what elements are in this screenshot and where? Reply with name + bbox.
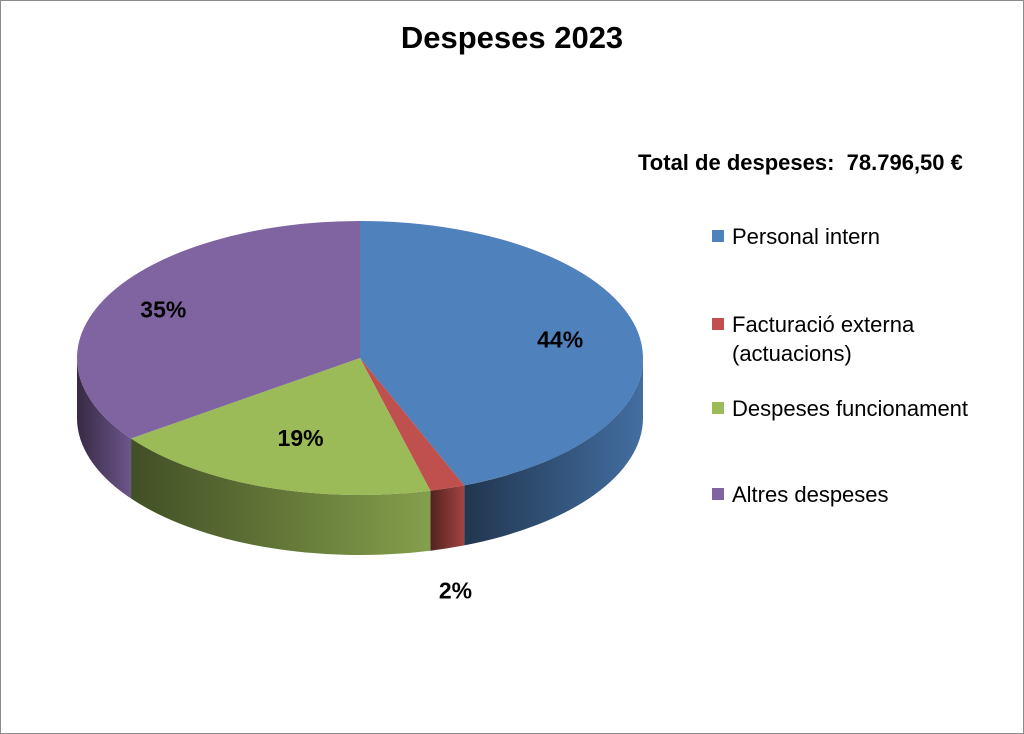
legend-swatch	[712, 402, 724, 414]
data-label-despeses-funcionament: 19%	[278, 425, 324, 451]
data-label-personal-intern: 44%	[537, 327, 583, 353]
pie-side-altres-despeses	[77, 358, 132, 499]
data-label-altres-despeses: 35%	[140, 296, 186, 322]
legend-label: Despeses funcionament	[732, 396, 969, 421]
legend-label: Facturació externa (actuacions)	[732, 312, 915, 366]
pie-side-personal-intern	[464, 358, 643, 546]
legend-label: Altres despeses	[732, 482, 889, 507]
pie-slice-despeses-funcionament	[131, 358, 431, 495]
pie-slice-facturacio-externa-actuacions	[360, 358, 465, 491]
legend-label: Personal intern	[732, 224, 880, 249]
legend-swatch	[712, 488, 724, 500]
chart-title: Despeses 2023	[400, 20, 624, 55]
legend-swatch	[712, 318, 724, 330]
chart-subtitle-total: Total de despeses: 78.796,50 €	[638, 150, 963, 175]
pie-side-despeses-funcionament	[131, 438, 431, 556]
legend-swatch	[712, 230, 724, 242]
pie-slice-personal-intern	[360, 221, 644, 486]
pie-side-facturacio-externa-actuacions	[430, 485, 465, 551]
pie-slice-altres-despeses	[76, 221, 360, 439]
data-label-facturacio-externa-actuacions: 2%	[439, 577, 472, 603]
